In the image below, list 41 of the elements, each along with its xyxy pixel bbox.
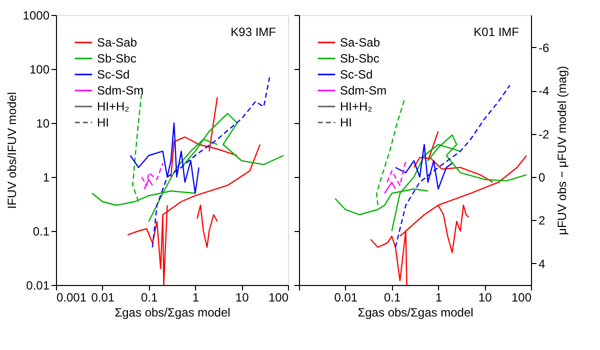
- legend-label: HI+H₂: [97, 100, 130, 114]
- y-tick-label: 100: [29, 62, 50, 76]
- legend-label: Sb-Sbc: [340, 52, 380, 66]
- y-tick-label: 1000: [22, 8, 50, 22]
- y2-axis-title: μFUV obs − μFUV model (mag): [555, 66, 570, 235]
- x-tick-label: 0.001: [56, 290, 87, 304]
- x-tick-label: 0.01: [91, 290, 115, 304]
- legend-label: Sc-Sd: [97, 68, 130, 82]
- text: -6: [538, 40, 550, 55]
- text: -2: [538, 127, 550, 142]
- legend-label: Sc-Sd: [340, 68, 373, 82]
- annotation: K93 IMF: [230, 25, 276, 39]
- x-tick-label: 0.1: [384, 290, 401, 304]
- legend-label: Sa-Sab: [97, 36, 138, 50]
- legend-label: HI+H₂: [340, 100, 373, 114]
- x-tick-label: 100: [511, 290, 532, 304]
- x-tick-label: 100: [268, 290, 289, 304]
- x-tick-label: 1: [435, 290, 442, 304]
- x-axis-title: Σgas obs/Σgas model: [114, 306, 230, 320]
- x-tick-label: 0.1: [140, 290, 158, 304]
- y-tick-label: 1: [42, 170, 50, 184]
- legend-label: HI: [97, 116, 109, 130]
- y-tick-label: 0.01: [26, 278, 50, 292]
- annotation: K01 IMF: [474, 25, 519, 39]
- text: 0: [538, 170, 546, 184]
- legend-label: HI: [340, 116, 352, 130]
- y-axis-title: IFUV obs/IFUV model: [4, 92, 19, 209]
- legend-label: Sdm-Sm: [97, 84, 144, 98]
- x-axis-title: Σgas obs/Σgas model: [358, 306, 474, 320]
- x-tick-label: 10: [478, 290, 492, 304]
- y-tick-label: 10: [36, 116, 50, 130]
- x-tick-label: 10: [235, 290, 250, 304]
- y-tick-label: 0.1: [32, 224, 50, 238]
- x-tick-label: 0.01: [334, 290, 358, 304]
- legend-label: Sdm-Sm: [340, 84, 387, 98]
- text: 2: [538, 214, 546, 228]
- legend-label: Sb-Sbc: [97, 52, 136, 66]
- text: -4: [538, 84, 550, 98]
- text: 4: [538, 256, 546, 271]
- legend-label: Sa-Sab: [340, 36, 380, 50]
- x-tick-label: 1: [192, 290, 200, 304]
